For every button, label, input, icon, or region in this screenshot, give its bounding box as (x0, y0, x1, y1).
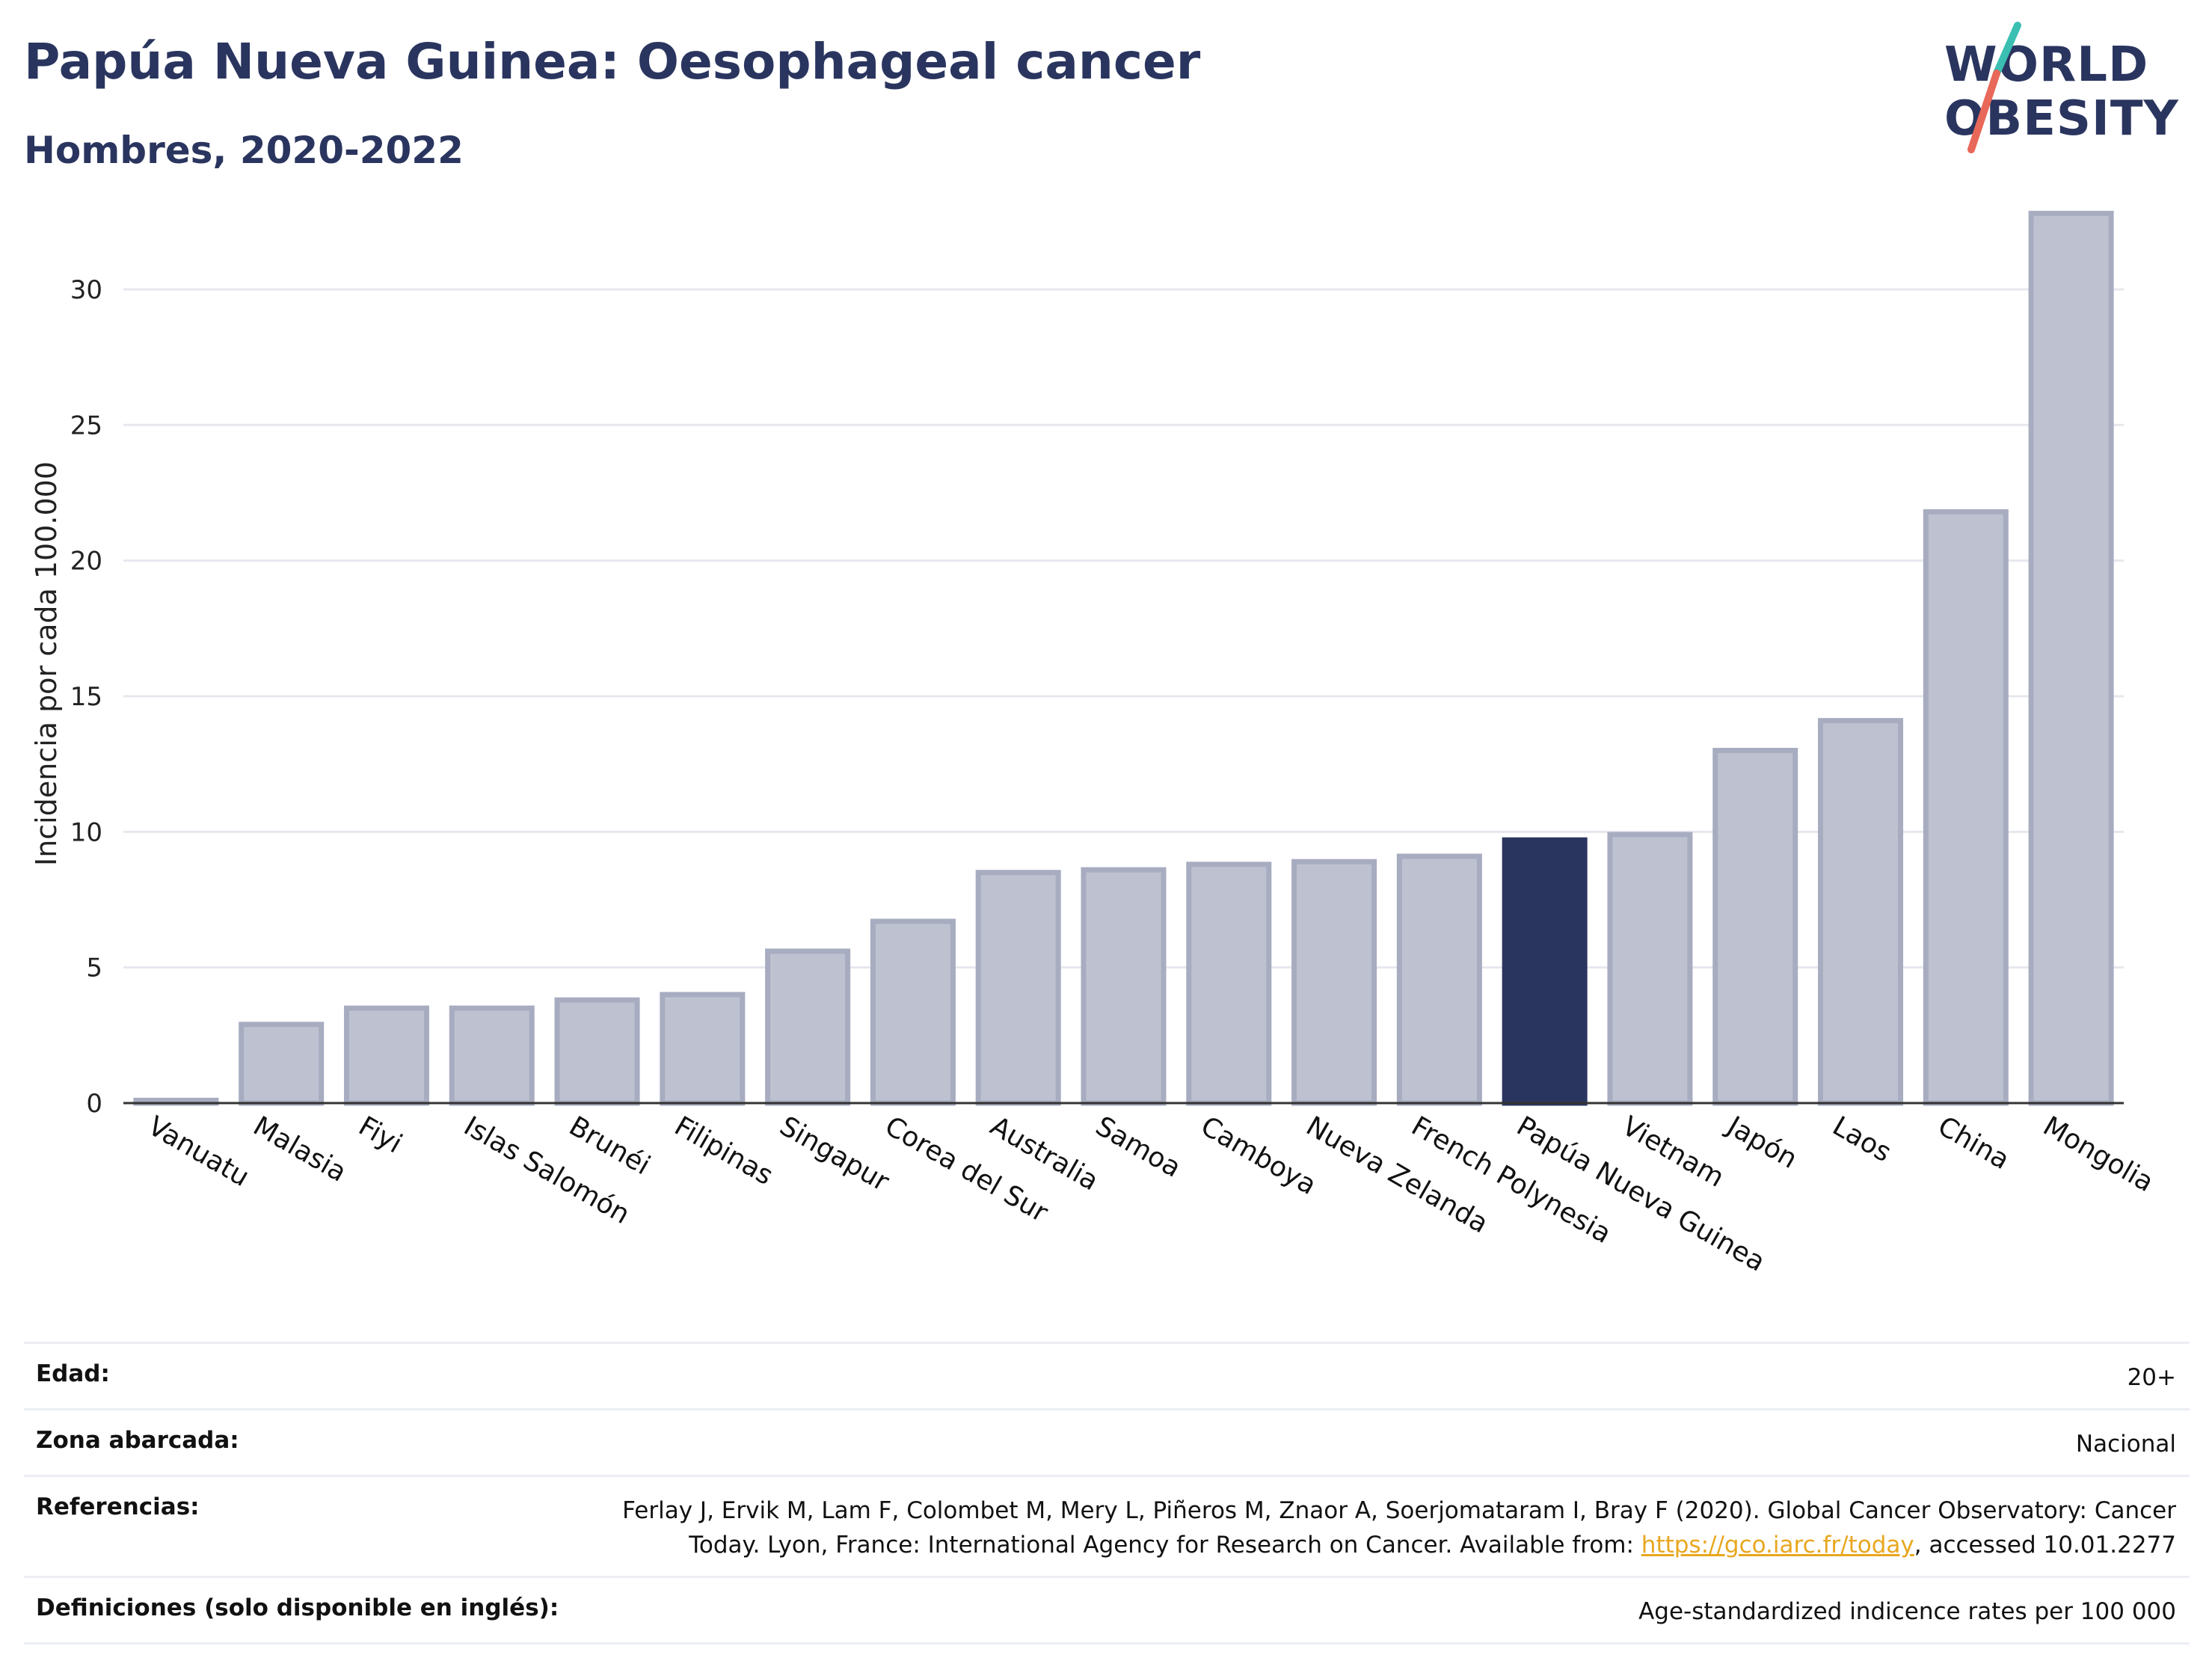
bar (1607, 832, 1693, 1106)
x-category-label: Japón (1721, 1110, 1802, 1175)
logo-slash-icon (1967, 22, 2021, 153)
bar (1186, 862, 1272, 1106)
bar (239, 1022, 325, 1106)
info-label-zone: Zona abarcada: (36, 1427, 239, 1454)
bar (1502, 837, 1588, 1106)
info-value-zone: Nacional (2075, 1431, 2176, 1458)
y-tick-labels: 0 5 10 15 20 25 30 (70, 275, 102, 1119)
bar (1081, 867, 1167, 1106)
x-category-label: Mongolia (2038, 1111, 2159, 1198)
bar (449, 1005, 535, 1106)
info-label-definitions: Definiciones (solo disponible en inglés)… (36, 1594, 559, 1621)
info-value-age: 20+ (2127, 1364, 2176, 1391)
logo-text-world: WORLD (1944, 37, 2149, 93)
bar (343, 1005, 429, 1106)
bar (765, 948, 851, 1106)
bars (133, 210, 2114, 1106)
x-category-label: Camboya (1196, 1111, 1321, 1201)
info-label-references: Referencias: (36, 1493, 200, 1520)
info-label-age: Edad: (36, 1360, 110, 1387)
x-category-label: Fiyi (353, 1111, 407, 1159)
bar (554, 997, 640, 1106)
bar (1818, 718, 1904, 1106)
x-category-label: Nueva Zelanda (1301, 1111, 1493, 1239)
y-axis-title: Incidencia por cada 100.000 (30, 461, 63, 866)
bar (660, 992, 746, 1106)
bar (2028, 210, 2114, 1106)
bar (1291, 859, 1377, 1106)
info-value-definitions: Age-standardized indicence rates per 100… (1638, 1598, 2176, 1625)
x-category-label: Samoa (1090, 1111, 1186, 1184)
info-value-references: Ferlay J, Ervik M, Lam F, Colombet M, Me… (622, 1493, 2176, 1562)
y-tick-label: 30 (70, 275, 102, 305)
info-row-definitions: Definiciones (solo disponible en inglés)… (24, 1576, 2190, 1645)
page-subtitle: Hombres, 2020-2022 (24, 129, 464, 172)
reference-text-line1: Ferlay J, Ervik M, Lam F, Colombet M, Me… (622, 1497, 2176, 1524)
x-category-label: China (1932, 1111, 2015, 1176)
x-category-label: Vanuatu (143, 1111, 254, 1193)
x-category-label: Singapur (775, 1111, 894, 1197)
bar (870, 918, 956, 1106)
page-title: Papúa Nueva Guinea: Oesophageal cancer (24, 33, 1201, 90)
x-category-label: Filipinas (669, 1111, 778, 1191)
y-tick-label: 0 (86, 1089, 102, 1119)
y-tick-label: 10 (70, 817, 102, 847)
y-tick-label: 5 (86, 954, 102, 983)
y-tick-label: 20 (70, 547, 102, 577)
bar (1396, 853, 1482, 1106)
world-obesity-logo: WORLD OBESITY (1944, 21, 2199, 163)
reference-link[interactable]: https://gco.iarc.fr/today (1641, 1532, 1914, 1559)
bar (1923, 509, 2009, 1106)
reference-text-accessed: , accessed 10.01.2277 (1914, 1532, 2176, 1559)
y-tick-label: 25 (70, 411, 102, 440)
bar (975, 870, 1061, 1106)
info-row-age: Edad: 20+ (24, 1342, 2190, 1408)
x-category-label: Laos (1828, 1111, 1896, 1168)
bar (1712, 748, 1798, 1106)
reference-text-line2: Today. Lyon, France: International Agenc… (689, 1532, 1641, 1559)
y-tick-label: 15 (70, 682, 102, 712)
info-row-zone: Zona abarcada: Nacional (24, 1408, 2190, 1475)
info-row-references: Referencias: Ferlay J, Ervik M, Lam F, C… (24, 1475, 2190, 1576)
x-category-label: Malasia (248, 1111, 351, 1188)
info-table: Edad: 20+ Zona abarcada: Nacional Refere… (24, 1342, 2190, 1645)
